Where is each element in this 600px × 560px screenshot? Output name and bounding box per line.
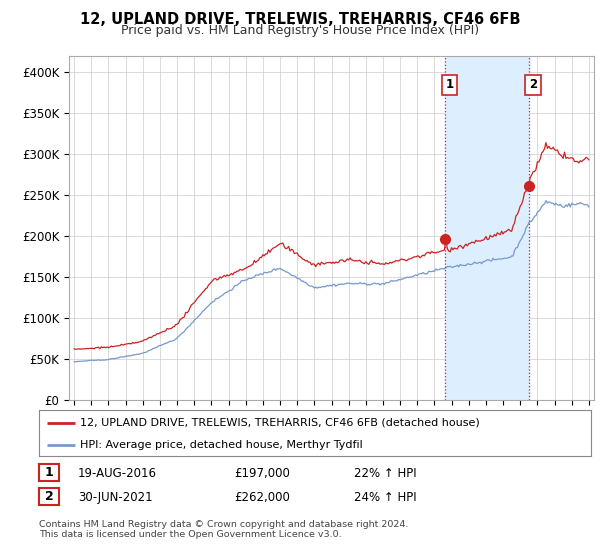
Text: 2: 2 [45,490,53,503]
Text: 19-AUG-2016: 19-AUG-2016 [78,466,157,480]
Text: 12, UPLAND DRIVE, TRELEWIS, TREHARRIS, CF46 6FB: 12, UPLAND DRIVE, TRELEWIS, TREHARRIS, C… [80,12,520,27]
Bar [445,56,529,400]
Text: HPI: Average price, detached house, Merthyr Tydfil: HPI: Average price, detached house, Mert… [80,440,363,450]
Text: £197,000: £197,000 [234,466,290,480]
Text: Contains HM Land Registry data © Crown copyright and database right 2024.
This d: Contains HM Land Registry data © Crown c… [39,520,409,539]
Text: 24% ↑ HPI: 24% ↑ HPI [354,491,416,504]
Text: 1: 1 [45,466,53,479]
Text: 1: 1 [445,78,454,91]
Text: 30-JUN-2021: 30-JUN-2021 [78,491,152,504]
Text: Price paid vs. HM Land Registry's House Price Index (HPI): Price paid vs. HM Land Registry's House … [121,24,479,37]
Text: £262,000: £262,000 [234,491,290,504]
Text: 22% ↑ HPI: 22% ↑ HPI [354,466,416,480]
Text: 12, UPLAND DRIVE, TRELEWIS, TREHARRIS, CF46 6FB (detached house): 12, UPLAND DRIVE, TRELEWIS, TREHARRIS, C… [80,418,480,428]
Text: 2: 2 [529,78,537,91]
